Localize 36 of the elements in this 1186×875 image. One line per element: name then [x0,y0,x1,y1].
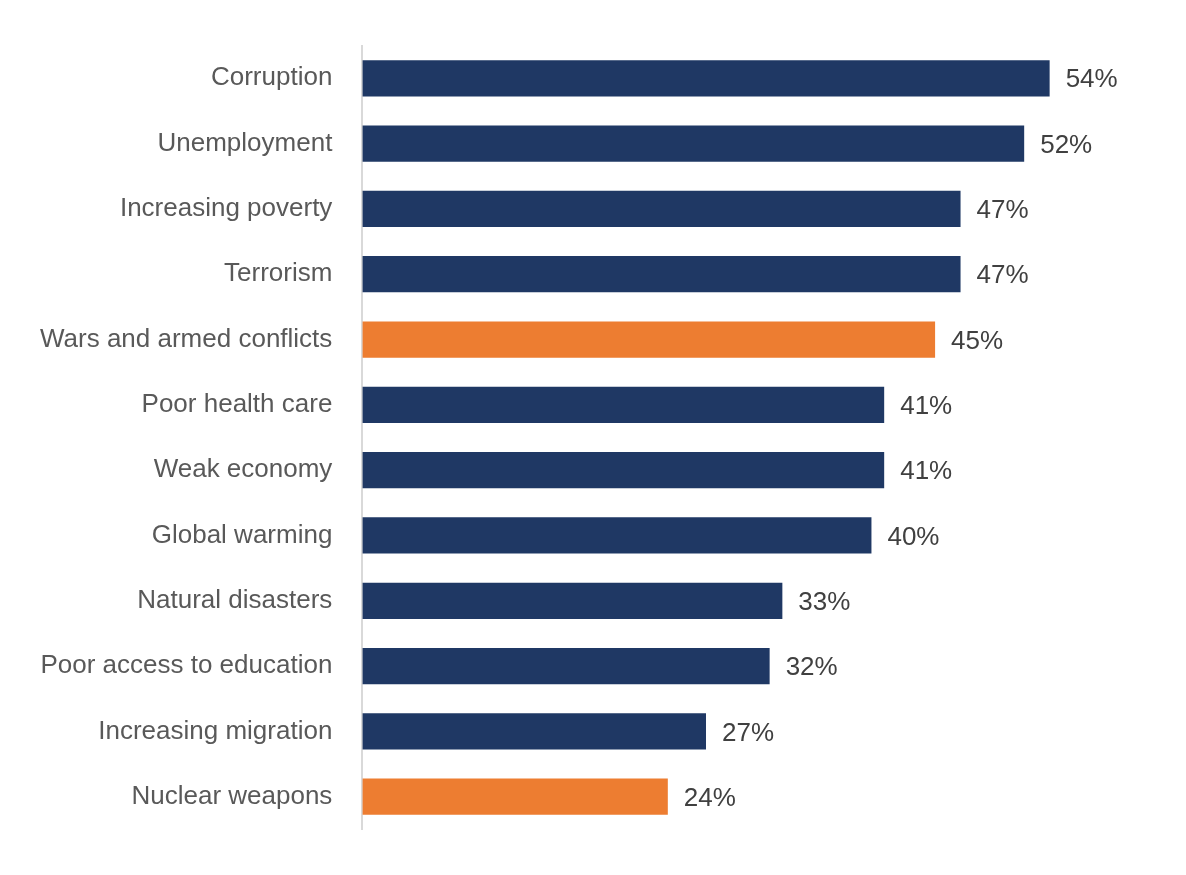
bar [362,647,770,685]
bar [362,125,1025,162]
data-label: 54% [1065,63,1118,94]
y-tick-label: Global warming [151,518,333,549]
bar [362,517,872,554]
bar [362,582,783,619]
data-label: 47% [976,259,1029,290]
data-label: 52% [1040,128,1093,159]
bar [362,452,885,489]
data-label: 41% [900,390,953,421]
bar [362,321,936,358]
y-tick-label: Nuclear weapons [131,779,333,810]
data-label: 40% [887,520,940,551]
y-tick-label: Wars and armed conflicts [39,322,333,353]
bar [362,256,961,293]
y-tick-label: Corruption [210,61,333,92]
y-tick-label: Terrorism [224,257,333,288]
bar [362,190,961,228]
y-tick-label: Increasing poverty [119,192,333,223]
data-label: 32% [785,651,838,682]
bar [362,386,885,423]
y-tick-label: Increasing migration [98,714,333,745]
data-label: 24% [683,781,736,812]
bar [362,713,706,750]
data-label: 33% [798,585,851,616]
data-label: 41% [900,455,953,486]
y-tick-label: Natural disasters [137,583,333,614]
y-tick-label: Poor health care [141,388,333,419]
bar [362,60,1050,97]
bar [362,778,668,815]
y-tick-label: Weak economy [153,453,333,484]
y-tick-label: Unemployment [157,126,334,157]
data-label: 47% [976,194,1029,225]
data-label: 27% [722,716,775,747]
y-tick-label: Poor access to education [40,649,333,680]
data-label: 45% [951,324,1004,355]
